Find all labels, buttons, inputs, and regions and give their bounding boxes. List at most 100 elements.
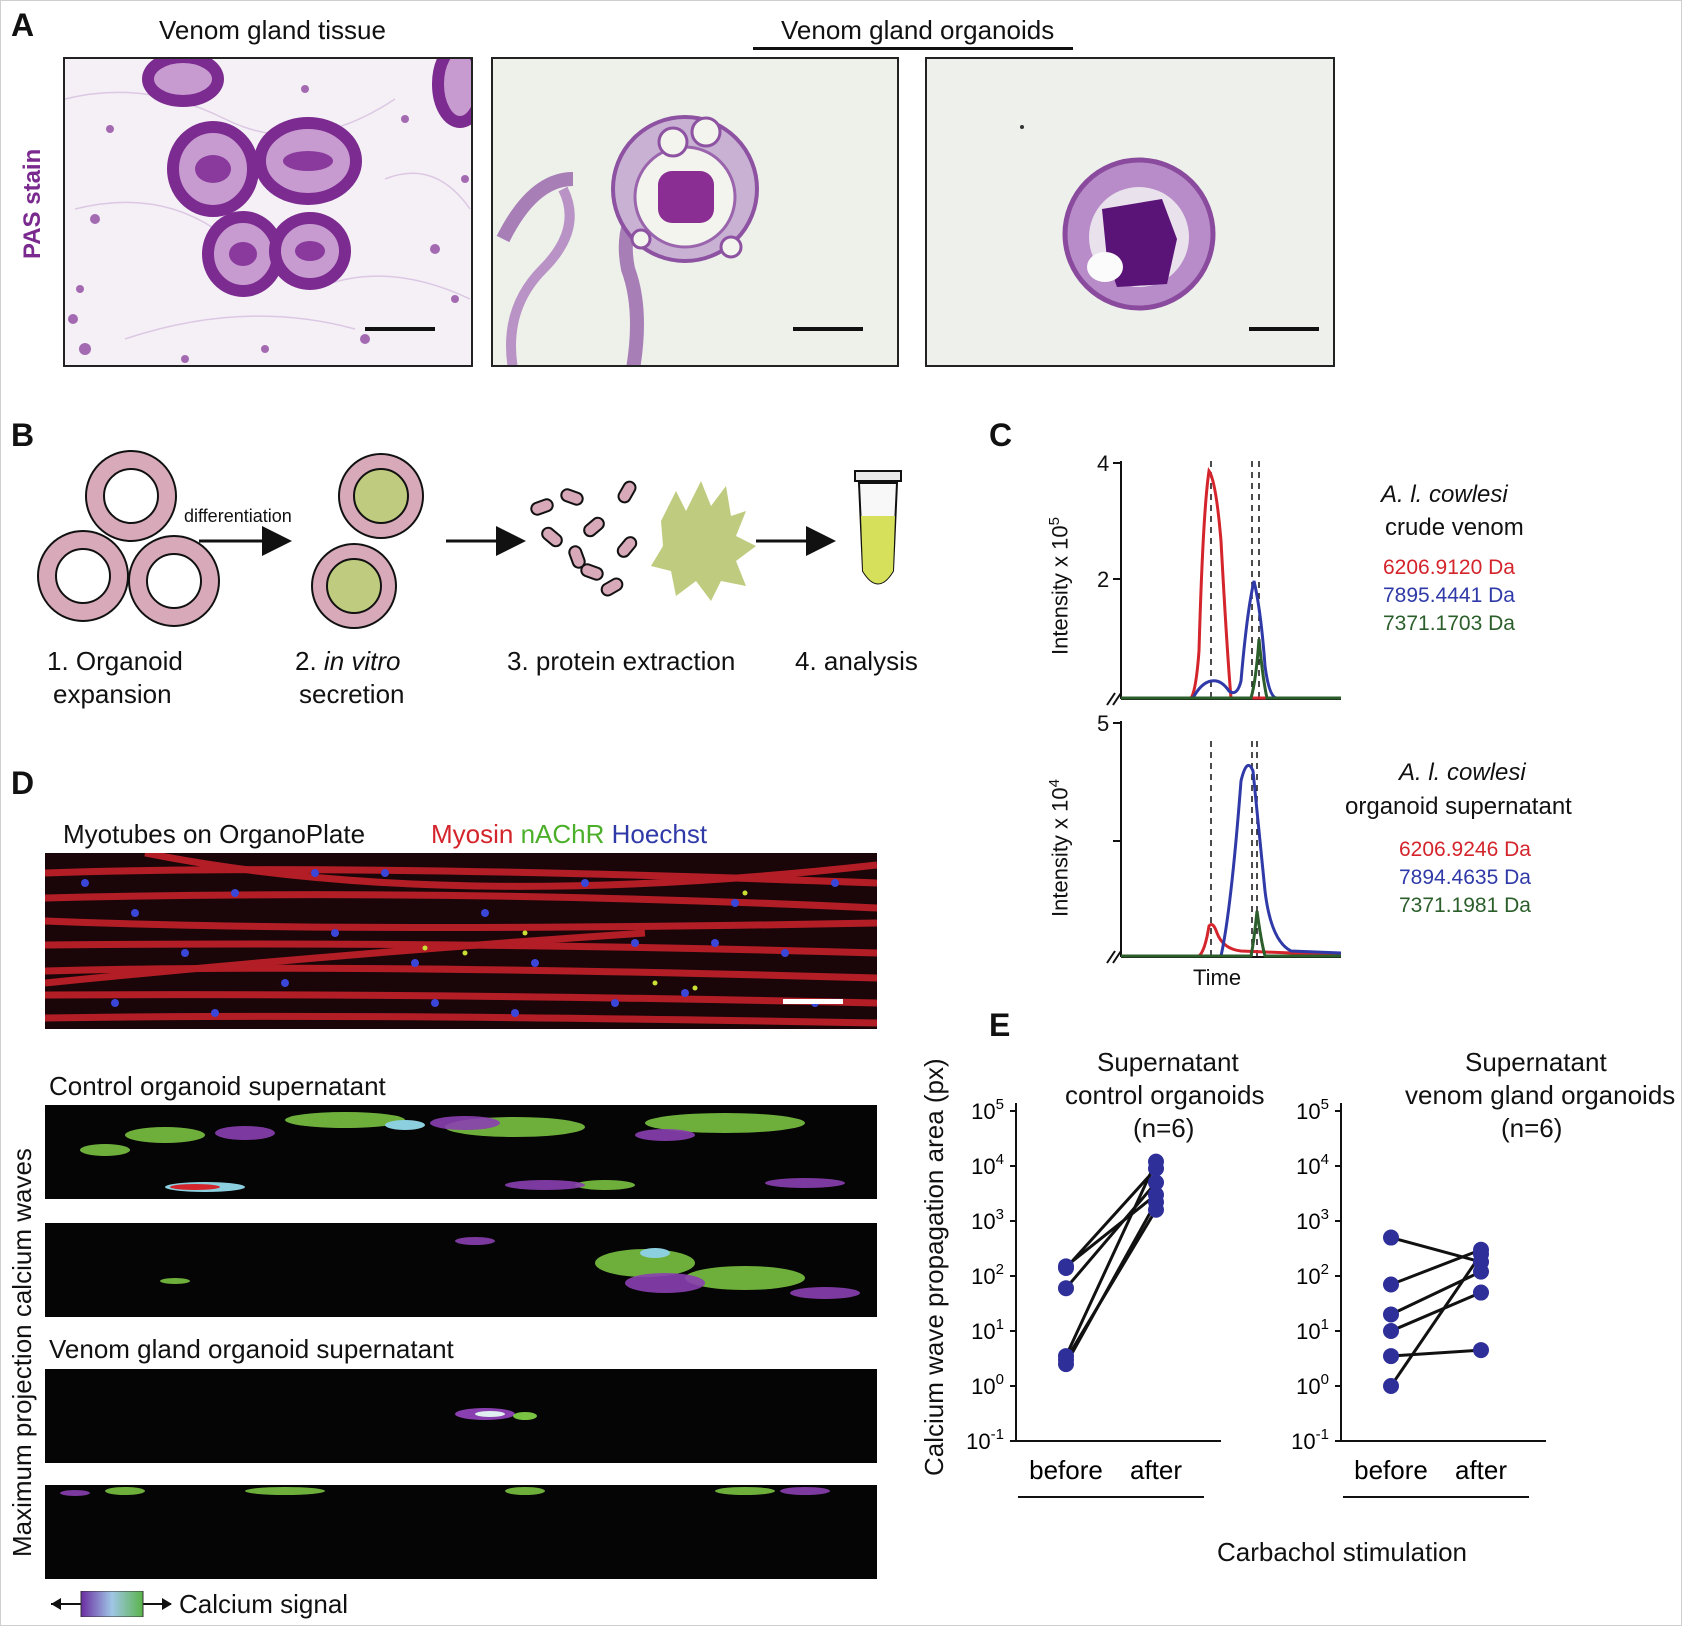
cell-fragments (530, 480, 638, 597)
tissue-title: Venom gland tissue (159, 15, 386, 45)
bottom-ylabel: Intensity x 104 (1046, 779, 1073, 917)
e-point-after (1473, 1246, 1489, 1263)
organoid-ring-1 (85, 450, 177, 542)
bottom-species: A. l. cowlesi (1399, 759, 1526, 786)
trace-blue-top (1121, 580, 1341, 700)
venom-image-2 (45, 1485, 877, 1579)
e1-title-3: (n=6) (1133, 1113, 1195, 1143)
top-ytick-max: 4 (1097, 451, 1110, 476)
e-pair-line (1064, 1201, 1158, 1365)
e-ylabel: Calcium wave propagation area (px) (919, 1058, 949, 1476)
e-pair-line (1064, 1181, 1158, 1290)
e-ytick-label: 103 (1296, 1206, 1329, 1234)
micrograph-tissue (63, 57, 473, 367)
e-point-before (1058, 1280, 1074, 1297)
bottom-mass-1: 6206.9246 Da (1399, 838, 1531, 861)
tissue-drawing (65, 59, 471, 363)
e-ytick-label: 102 (971, 1261, 1004, 1289)
myotube-title: Myotubes on OrganoPlate (63, 819, 366, 849)
bottom-chromatogram (1113, 721, 1342, 958)
panel-label-c: C (989, 417, 1013, 453)
organoid-2-drawing (1020, 125, 1319, 331)
e-xlabel: Carbachol stimulation (1217, 1537, 1468, 1567)
calcium-signal-label: Calcium signal (179, 1589, 349, 1619)
e1-title-1: Supernatant (1097, 1047, 1239, 1077)
top-mass-3: 7371.1703 Da (1383, 612, 1515, 635)
panel-label-d: D (11, 765, 35, 801)
pas-stain-label: PAS stain (19, 148, 46, 259)
e-pair-line (1390, 1236, 1482, 1264)
e-ytick-label: 104 (971, 1151, 1004, 1179)
control-title: Control organoid supernatant (49, 1071, 386, 1101)
e-ytick-label: 105 (971, 1096, 1004, 1124)
e-point-before (1058, 1356, 1074, 1373)
e-ytick-label: 104 (1296, 1151, 1329, 1179)
e-pair-line (1390, 1348, 1482, 1358)
e2-title-3: (n=6) (1501, 1113, 1563, 1143)
bottom-mass-3: 7371.1981 Da (1399, 894, 1531, 917)
protein-extract (651, 481, 756, 601)
workflow-diagram (37, 450, 902, 629)
calcium-chart: 10-1 100 101 102 103 104 105 before after 10-1 100… (966, 1096, 1546, 1498)
trace-green-top (1121, 638, 1341, 700)
bottom-ytick-max: 5 (1097, 711, 1110, 736)
step1-line2: expansion (53, 679, 172, 709)
top-chromatogram (1113, 461, 1341, 700)
e-point-after (1148, 1174, 1164, 1191)
top-sample: crude venom (1385, 514, 1524, 541)
e-ytick-label: 101 (971, 1316, 1004, 1344)
chromatograms (1106, 461, 1342, 964)
organoid-1-drawing (496, 115, 863, 365)
top-ytick-mid: 2 (1097, 567, 1110, 592)
trace-blue-bottom (1121, 763, 1342, 958)
panel-label-b: B (11, 417, 35, 453)
analysis-tube (854, 470, 902, 585)
e-category-label: after (1455, 1455, 1507, 1485)
e2-title-1: Supernatant (1465, 1047, 1607, 1077)
e-point-before (1383, 1229, 1399, 1246)
myotube-image (45, 853, 877, 1029)
e-pair-line (1390, 1291, 1482, 1333)
top-ylabel: Intensity x 105 (1046, 517, 1073, 655)
panel-label-e: E (989, 1007, 1011, 1043)
top-mass-1: 6206.9120 Da (1383, 556, 1515, 579)
e-ytick-label: 10-1 (1291, 1426, 1329, 1454)
e-point-before (1383, 1378, 1399, 1394)
e-point-before (1383, 1348, 1399, 1365)
micrograph-organoid-2 (925, 57, 1335, 367)
venom-image-2-drawing (60, 1487, 830, 1496)
venom-image-1 (45, 1369, 877, 1463)
panel-label-a: A (11, 7, 35, 43)
e-pair-line (1390, 1248, 1482, 1286)
e1-title-2: control organoids (1065, 1080, 1265, 1110)
e-pair-line (1064, 1167, 1158, 1269)
trace-red-top (1121, 467, 1341, 700)
secreting-organoid-2 (311, 543, 397, 629)
e-point-after (1473, 1263, 1489, 1280)
step1-line1: 1. Organoid (47, 646, 183, 676)
e-point-before (1383, 1323, 1399, 1339)
venom-image-1-drawing (455, 1408, 537, 1420)
stain-hoechst: Hoechst (611, 819, 708, 849)
organoids-title: Venom gland organoids (781, 15, 1055, 45)
control-image-1-drawing (80, 1112, 845, 1192)
organoids-bracket-line (753, 47, 1073, 50)
organoid-ring-3 (128, 535, 220, 627)
control-image-1 (45, 1105, 877, 1199)
e-ytick-label: 100 (971, 1371, 1004, 1399)
trace-red-bottom (1121, 923, 1342, 958)
e-point-after (1473, 1342, 1489, 1359)
secreting-organoid-1 (338, 453, 424, 539)
e-point-before (1058, 1259, 1074, 1276)
stain-legend: Myosin nAChR Hoechst (431, 821, 707, 847)
bottom-mass-2: 7894.4635 Da (1399, 866, 1531, 889)
top-species: A. l. cowlesi (1381, 481, 1508, 508)
e-ytick-label: 105 (1296, 1096, 1329, 1124)
e-category-label: before (1029, 1455, 1103, 1485)
calcium-waves-side-label: Maximum projection calcium waves (7, 1148, 37, 1557)
myotube-drawing (45, 853, 877, 1029)
e-ytick-label: 101 (1296, 1316, 1329, 1344)
e-ytick-label: 102 (1296, 1261, 1329, 1289)
e-point-after (1148, 1160, 1164, 1177)
e-category-label: after (1130, 1455, 1182, 1485)
